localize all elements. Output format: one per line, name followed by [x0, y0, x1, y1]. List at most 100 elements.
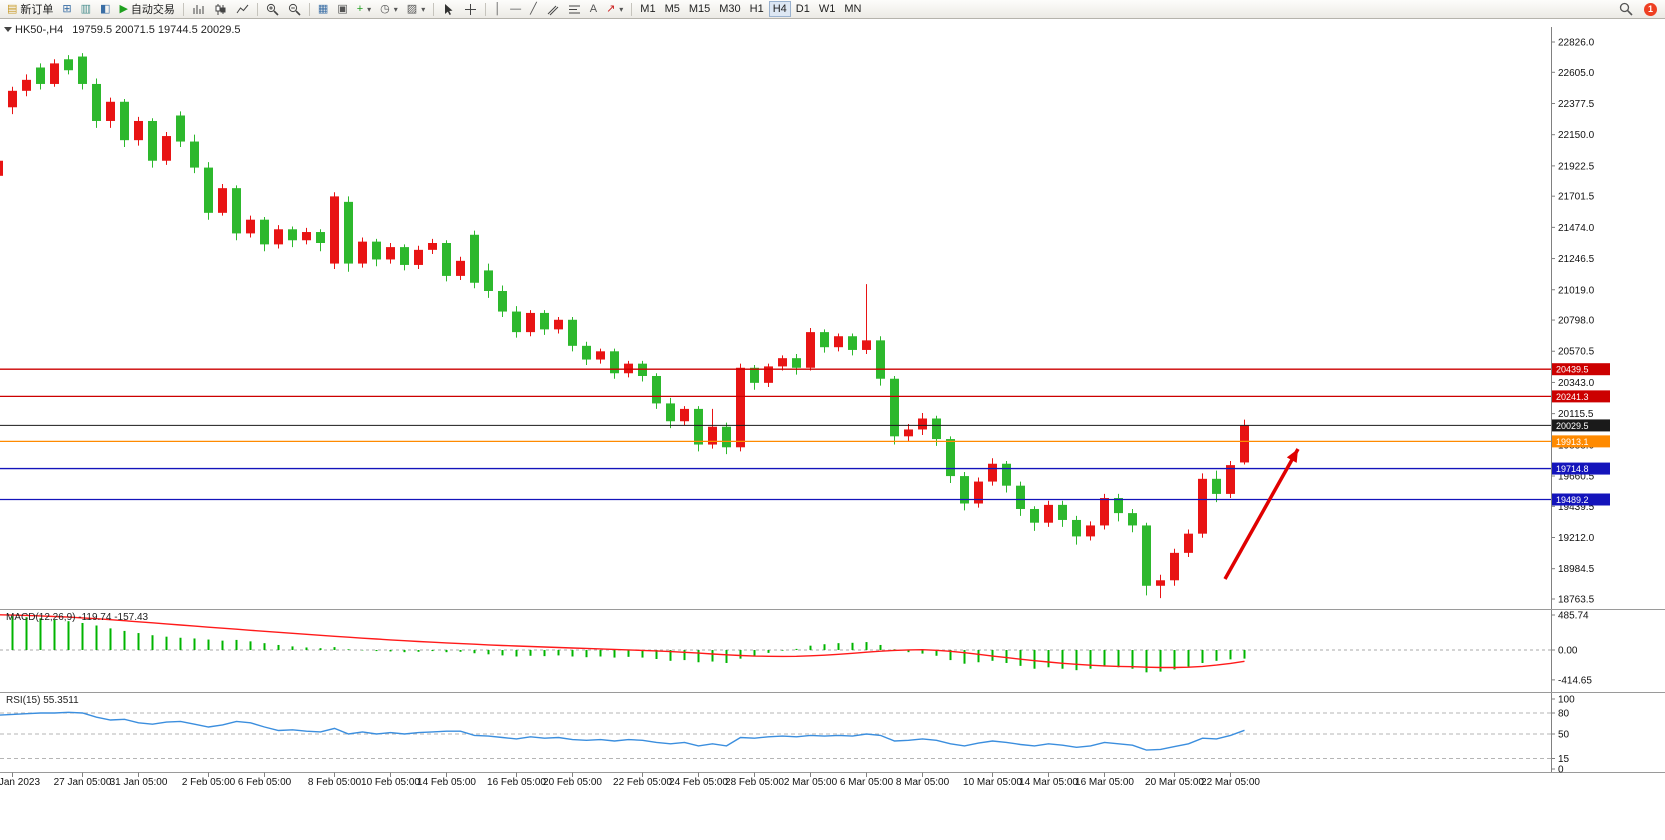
- date-label: 10 Mar 05:00: [963, 777, 1022, 788]
- timeframe-w1-button[interactable]: W1: [815, 1, 840, 17]
- arrows-button[interactable]: ↗ ▾: [602, 1, 627, 17]
- svg-text:20029.5: 20029.5: [1556, 421, 1589, 431]
- svg-text:21922.5: 21922.5: [1558, 161, 1595, 172]
- price-axis: 22826.0 22605.0 22377.5 22150.0 21922.5 21701…: [1551, 27, 1610, 772]
- date-label: 2 Feb 05:00: [182, 777, 236, 788]
- svg-text:18984.5: 18984.5: [1558, 564, 1595, 575]
- new-order-label: 新订单: [20, 4, 54, 16]
- vertical-line-button[interactable]: │: [490, 1, 505, 17]
- cursor-icon: [445, 3, 453, 15]
- date-label: 16 Mar 05:00: [1075, 777, 1134, 788]
- market-watch-icon: ▥: [80, 2, 92, 15]
- svg-text:21701.5: 21701.5: [1558, 192, 1595, 203]
- toolbar-right-group: 1: [1615, 1, 1662, 17]
- timeframe-m5-button[interactable]: M5: [661, 1, 684, 17]
- templates-button[interactable]: ▨ ▾: [403, 1, 429, 17]
- date-label: 10 Feb 05:00: [361, 777, 420, 788]
- search-icon: [1619, 2, 1633, 16]
- svg-text:19913.1: 19913.1: [1556, 437, 1589, 447]
- price-tag: [1552, 390, 1610, 403]
- zoom-out-icon: [288, 3, 301, 16]
- auto-arrange-button[interactable]: ▣: [333, 1, 351, 17]
- date-label: 14 Mar 05:00: [1019, 777, 1078, 788]
- text-button[interactable]: A: [586, 1, 601, 17]
- candlestick-chart-button[interactable]: [210, 1, 231, 17]
- trendline-button[interactable]: ╱: [526, 1, 541, 17]
- auto-trading-label: 自动交易: [130, 4, 175, 16]
- date-label: 2 Mar 05:00: [784, 777, 838, 788]
- svg-text:-414.65: -414.65: [1558, 675, 1592, 686]
- date-label: 16 Feb 05:00: [487, 777, 546, 788]
- svg-text:19489.2: 19489.2: [1556, 495, 1589, 505]
- bar-chart-button[interactable]: [188, 1, 209, 17]
- candlestick-chart-icon: [215, 3, 226, 15]
- zoom-out-button[interactable]: [284, 1, 305, 17]
- search-button[interactable]: [1615, 1, 1637, 17]
- channel-button[interactable]: [542, 1, 563, 17]
- line-chart-button[interactable]: [232, 1, 253, 17]
- timeframe-d1-button[interactable]: D1: [792, 1, 814, 17]
- rsi-line: [0, 711, 1245, 751]
- date-label: 8 Mar 05:00: [896, 777, 950, 788]
- date-label: 22 Mar 05:00: [1201, 777, 1260, 788]
- timeframe-m15-button[interactable]: M15: [685, 1, 714, 17]
- indicators-button[interactable]: + ▾: [353, 1, 375, 17]
- svg-text:19660.5: 19660.5: [1558, 472, 1595, 483]
- crosshair-button[interactable]: [460, 1, 481, 17]
- navigator-button[interactable]: ◧: [96, 1, 114, 17]
- chevron-down-icon: ▾: [367, 4, 372, 14]
- fibonacci-button[interactable]: [564, 1, 585, 17]
- horizontal-level-lines[interactable]: [0, 368, 1551, 501]
- svg-text:19714.8: 19714.8: [1556, 464, 1589, 474]
- new-chart-button[interactable]: ⊞: [58, 1, 75, 17]
- date-label: 8 Feb 05:00: [308, 777, 362, 788]
- chart-canvas[interactable]: 22826.0 22605.0 22377.5 22150.0 21922.5 21701…: [0, 19, 1665, 840]
- periods-button[interactable]: ◷ ▾: [376, 1, 402, 17]
- toolbar-separator: [308, 2, 310, 16]
- date-label: 31 Jan 05:00: [110, 777, 168, 788]
- timeframe-m1-button[interactable]: M1: [636, 1, 659, 17]
- timeframe-mn-button[interactable]: MN: [840, 1, 865, 17]
- timeframe-h1-button[interactable]: H1: [746, 1, 768, 17]
- tile-windows-button[interactable]: ▦: [314, 1, 332, 17]
- horizontal-line-icon: —: [510, 2, 522, 15]
- svg-text:0: 0: [1558, 765, 1564, 776]
- vertical-line-icon: │: [494, 2, 502, 15]
- auto-trading-button[interactable]: ▶ 自动交易: [115, 1, 178, 17]
- svg-text:21246.5: 21246.5: [1558, 254, 1595, 265]
- toolbar-separator: [433, 2, 435, 16]
- price-tag: [1552, 462, 1610, 475]
- svg-text:22605.0: 22605.0: [1558, 68, 1595, 79]
- notification-badge[interactable]: 1: [1644, 2, 1657, 16]
- bar-chart-icon: [193, 4, 204, 14]
- svg-text:0.00: 0.00: [1558, 646, 1578, 657]
- new-order-icon: ▤: [7, 2, 18, 15]
- channel-icon: [547, 5, 559, 15]
- svg-text:22826.0: 22826.0: [1558, 38, 1595, 49]
- cursor-button[interactable]: [438, 1, 459, 17]
- date-label: 20 Feb 05:00: [543, 777, 602, 788]
- chart-window: 22826.0 22605.0 22377.5 22150.0 21922.5 21701…: [0, 19, 1665, 840]
- svg-text:19212.0: 19212.0: [1558, 533, 1595, 544]
- text-icon: A: [589, 2, 598, 15]
- periods-icon: ◷: [380, 2, 390, 15]
- horizontal-line-button[interactable]: —: [506, 1, 525, 17]
- timeframe-m30-button[interactable]: M30: [715, 1, 744, 17]
- main-toolbar: ▤ 新订单 ⊞ ▥ ◧ ▶ 自动交易 ▦ ▣ + ▾ ◷ ▾: [0, 0, 1665, 19]
- crosshair-icon: [465, 3, 477, 15]
- tile-windows-icon: ▦: [317, 2, 329, 15]
- svg-text:100: 100: [1558, 695, 1575, 706]
- chevron-down-icon: ▾: [421, 4, 426, 14]
- chevron-down-icon: ▾: [619, 4, 624, 14]
- zoom-in-button[interactable]: [262, 1, 283, 17]
- candlestick-series: [0, 53, 1249, 599]
- macd-signal-line: [0, 614, 1245, 669]
- trend-arrow[interactable]: [1223, 448, 1300, 580]
- timeframe-h4-button[interactable]: H4: [768, 1, 791, 17]
- new-order-button[interactable]: ▤ 新订单: [3, 1, 57, 17]
- toolbar-separator: [631, 2, 633, 16]
- market-watch-button[interactable]: ▥: [77, 1, 95, 17]
- chevron-down-icon: ▾: [393, 4, 398, 14]
- arrows-icon: ↗: [606, 2, 616, 15]
- price-tag: [1552, 363, 1610, 376]
